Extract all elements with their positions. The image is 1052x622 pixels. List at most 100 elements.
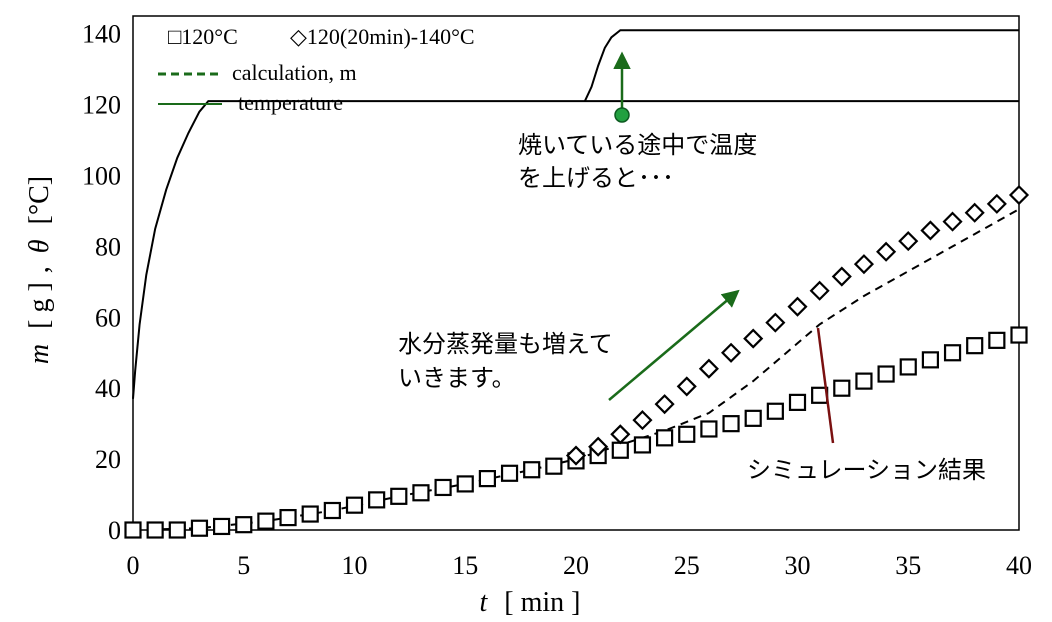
data-point-diamond bbox=[809, 280, 830, 301]
y-axis-unit-g: [ g ] bbox=[24, 282, 55, 329]
data-point-diamond bbox=[853, 254, 875, 275]
x-tick-label: 40 bbox=[1006, 551, 1032, 580]
data-point-square bbox=[213, 517, 231, 536]
legend-entry-120c: □120°C bbox=[168, 24, 238, 49]
temp-rise-text-line1: 焼いている途中で温度 bbox=[518, 131, 757, 159]
data-point-diamond bbox=[765, 312, 786, 333]
data-point-diamond bbox=[831, 266, 852, 287]
legend-entry-temperature: temperature bbox=[238, 90, 343, 115]
data-point-diamond bbox=[942, 211, 963, 232]
data-point-diamond bbox=[920, 220, 941, 241]
data-point-square bbox=[190, 519, 209, 537]
legend-entry-120-140c: ◇120(20min)-140°C bbox=[290, 24, 475, 49]
data-point-square bbox=[168, 521, 186, 539]
y-tick-label: 40 bbox=[95, 374, 121, 403]
data-point-square bbox=[899, 358, 917, 376]
series-line-temperature bbox=[132, 100, 1019, 399]
data-point-square bbox=[633, 436, 652, 454]
data-point-square bbox=[257, 512, 275, 530]
x-tick-label: 35 bbox=[895, 551, 921, 580]
data-point-diamond bbox=[698, 358, 719, 379]
data-point-square bbox=[235, 516, 253, 534]
data-point-square bbox=[766, 402, 784, 420]
y-axis-var-theta: θ bbox=[24, 239, 55, 253]
data-point-square bbox=[833, 379, 851, 397]
tick-labels: 0 5 10 15 20 25 30 35 40 0 20 40 60 80 100 120 140 bbox=[82, 20, 1032, 580]
y-tick-label: 100 bbox=[82, 162, 121, 191]
temp-rise-dot bbox=[614, 107, 630, 123]
data-point-diamond bbox=[632, 410, 653, 431]
y-tick-label: 20 bbox=[95, 445, 121, 474]
data-point-diamond bbox=[1008, 184, 1030, 206]
y-axis-var-m: m bbox=[24, 344, 55, 364]
data-point-square bbox=[943, 344, 962, 362]
data-point-diamond bbox=[610, 424, 631, 445]
data-point-diamond bbox=[986, 193, 1007, 214]
data-point-square bbox=[301, 505, 319, 523]
series-line-temperature bbox=[583, 29, 1019, 102]
data-point-square bbox=[523, 461, 541, 479]
data-point-diamond bbox=[565, 445, 587, 466]
y-tick-label: 120 bbox=[82, 91, 121, 120]
y-tick-label: 0 bbox=[108, 516, 121, 545]
y-axis-unit-c: [°C] bbox=[24, 176, 55, 225]
temp-rise-text-line2: を上げると･･･ bbox=[518, 164, 674, 192]
data-point-square bbox=[124, 521, 142, 539]
data-point-square bbox=[434, 478, 452, 497]
evap-text-line2: いきます。 bbox=[398, 364, 516, 392]
y-tick-label: 80 bbox=[95, 232, 121, 261]
data-point-square bbox=[1010, 326, 1028, 344]
data-point-diamond bbox=[588, 436, 609, 457]
data-point-square bbox=[323, 501, 341, 520]
data-point-diamond bbox=[654, 394, 675, 415]
data-point-square bbox=[855, 372, 873, 390]
data-point-square bbox=[788, 393, 807, 411]
evap-arrow bbox=[608, 289, 740, 401]
evap-text-line1: 水分蒸発量も増えて bbox=[398, 330, 613, 358]
data-point-square bbox=[478, 470, 496, 488]
x-tick-label: 30 bbox=[785, 551, 811, 580]
y-axis-title: m [ g ] , θ [°C] bbox=[24, 176, 55, 364]
data-point-square bbox=[368, 491, 386, 509]
x-tick-label: 5 bbox=[237, 551, 250, 580]
x-tick-label: 15 bbox=[452, 551, 478, 580]
legend-entry-calculation: calculation, m bbox=[232, 60, 357, 85]
marker-layer bbox=[124, 184, 1030, 539]
x-tick-label: 10 bbox=[342, 551, 368, 580]
data-point-square bbox=[456, 475, 474, 493]
data-point-square bbox=[500, 464, 519, 482]
data-point-square bbox=[279, 508, 297, 527]
x-tick-label: 0 bbox=[127, 551, 140, 580]
x-axis-var: t bbox=[480, 587, 489, 618]
data-point-square bbox=[966, 337, 984, 355]
legend: □120°C ◇120(20min)-140°C calculation, m … bbox=[158, 24, 475, 115]
data-point-square bbox=[744, 409, 762, 427]
data-point-square bbox=[722, 415, 740, 433]
data-point-square bbox=[700, 420, 718, 438]
sim-text: シミュレーション結果 bbox=[747, 456, 986, 484]
data-point-diamond bbox=[787, 296, 808, 317]
data-point-square bbox=[611, 441, 629, 459]
data-point-square bbox=[545, 457, 563, 475]
data-point-square bbox=[988, 331, 1006, 349]
data-point-diamond bbox=[898, 231, 919, 252]
y-tick-label: 140 bbox=[82, 20, 121, 49]
plot-frame bbox=[132, 15, 1020, 531]
x-tick-label: 20 bbox=[563, 551, 589, 580]
x-tick-label: 25 bbox=[674, 551, 700, 580]
data-point-diamond bbox=[720, 342, 742, 363]
data-point-square bbox=[390, 487, 408, 505]
data-point-square bbox=[146, 521, 164, 539]
x-axis-unit: [ min ] bbox=[504, 587, 580, 618]
data-point-square bbox=[921, 351, 940, 369]
y-axis-sep: , bbox=[24, 266, 55, 273]
data-point-square bbox=[655, 429, 674, 447]
y-tick-label: 60 bbox=[95, 303, 121, 332]
data-point-diamond bbox=[743, 328, 764, 349]
data-point-diamond bbox=[676, 376, 697, 397]
sim-pointer-line bbox=[816, 327, 835, 444]
data-point-square bbox=[345, 496, 364, 514]
x-axis-title: t [ min ] bbox=[480, 587, 581, 618]
data-point-diamond bbox=[964, 202, 985, 223]
